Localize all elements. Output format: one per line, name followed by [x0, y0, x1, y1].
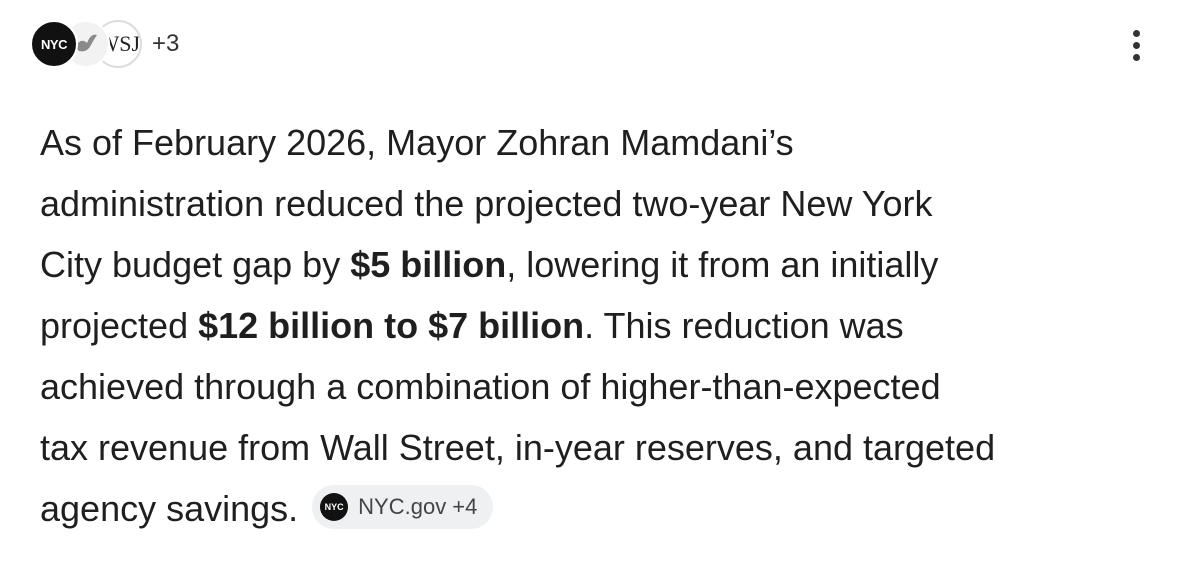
text-run: administration reduced the projected two… — [40, 183, 933, 224]
source-icon: NYC — [30, 20, 78, 68]
text-line: tax revenue from Wall Street, in-year re… — [40, 417, 995, 478]
text-run: agency savings. — [40, 488, 299, 529]
text-run: , lowering it from an initially — [506, 244, 939, 285]
text-line: administration reduced the projected two… — [40, 173, 995, 234]
bold-text: $5 billion — [350, 244, 507, 285]
source-icons[interactable]: NYC WSJ +3 — [30, 18, 179, 70]
text-line: As of February 2026, Mayor Zohran Mamdan… — [40, 112, 995, 173]
more-sources: +3 — [152, 30, 180, 57]
text-run: achieved through a combination of higher… — [40, 366, 941, 407]
text-run: tax revenue from Wall Street, in-year re… — [40, 427, 996, 468]
text-run: As of February 2026, Mayor Zohran Mamdan… — [40, 122, 794, 163]
bold-text: $12 billion to $7 billion — [198, 305, 585, 346]
chip-logo: NYC — [320, 493, 349, 522]
text-line: achieved through a combination of higher… — [40, 356, 995, 417]
text-line: agency savings. NYC NYC.gov +4 — [40, 478, 995, 539]
chip-label: NYC.gov +4 — [358, 494, 478, 520]
answer-text: As of February 2026, Mayor Zohran Mamdan… — [40, 112, 995, 539]
text-line: City budget gap by $5 billion, lowering … — [40, 234, 995, 295]
text-run: projected — [40, 305, 199, 346]
source-chip[interactable]: NYC NYC.gov +4 — [312, 485, 494, 530]
text-run: . This reduction was — [584, 305, 904, 346]
menu-button[interactable] — [1126, 30, 1146, 64]
text-line: projected $12 billion to $7 billion. Thi… — [40, 295, 995, 356]
text-run: City budget gap by — [40, 244, 351, 285]
bird-icon — [75, 34, 97, 52]
